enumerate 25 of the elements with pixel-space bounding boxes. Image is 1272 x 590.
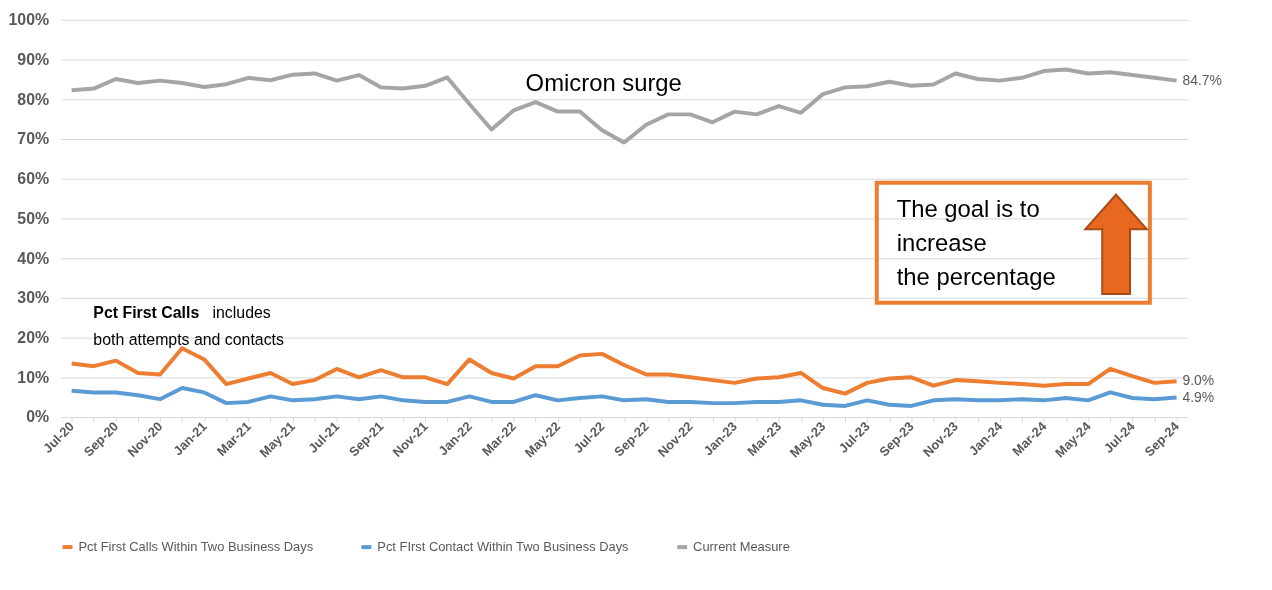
annotation: Pct First Calls <box>93 303 200 321</box>
y-tick-label: 70% <box>17 130 50 148</box>
y-tick-label: 60% <box>17 170 50 188</box>
legend-label: Current Measure <box>693 539 790 555</box>
legend-label: Pct FIrst Contact Within Two Business Days <box>377 539 629 555</box>
y-tick-label: 80% <box>17 90 50 108</box>
data-label: 9.0% <box>1182 372 1215 389</box>
y-tick-label: 0% <box>26 408 50 426</box>
legend-label: Pct First Calls Within Two Business Days <box>78 539 314 555</box>
annotation: includes <box>212 303 271 321</box>
data-label: 4.9% <box>1182 388 1215 405</box>
y-tick-label: 40% <box>17 249 50 267</box>
y-tick-label: 30% <box>17 289 50 307</box>
y-tick-label: 10% <box>17 368 50 386</box>
annotation: The goal is to increase the percentage <box>896 195 1056 290</box>
annotation: both attempts and contacts <box>93 330 285 348</box>
y-tick-label: 50% <box>17 209 50 227</box>
y-tick-label: 90% <box>17 51 50 69</box>
line-series <box>69 386 1179 408</box>
line-series <box>69 67 1179 145</box>
y-tick-label: 100% <box>8 11 50 29</box>
data-label: 84.7% <box>1182 71 1222 88</box>
y-tick-label: 20% <box>17 329 50 347</box>
line-series <box>69 346 1179 396</box>
annotation: Omicron surge <box>525 69 682 97</box>
